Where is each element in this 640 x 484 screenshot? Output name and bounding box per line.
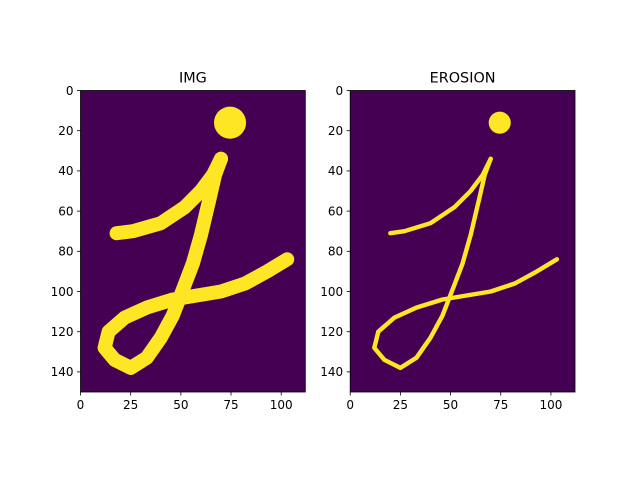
x-tick-label: 25 <box>123 398 138 412</box>
y-tick-label: 100 <box>51 285 74 299</box>
y-tick-label: 40 <box>58 164 73 178</box>
y-tick-label: 140 <box>51 365 74 379</box>
image-background <box>350 90 575 392</box>
y-tick-label: 120 <box>51 325 74 339</box>
x-tick-label: 0 <box>346 398 354 412</box>
x-tick-label: 0 <box>77 398 85 412</box>
y-tick-label: 80 <box>58 245 73 259</box>
panel-title: EROSION <box>430 71 496 87</box>
x-tick-label: 75 <box>223 398 238 412</box>
x-tick-label: 75 <box>493 398 508 412</box>
y-tick-label: 120 <box>320 325 343 339</box>
letter-stroke-stem <box>97 151 295 375</box>
panel-img: 0 25 50 75 100 0 20 40 60 80 100 120 140 IMG <box>51 71 306 412</box>
image-content <box>372 111 560 371</box>
panel-erosion: 0 25 50 75 100 0 20 40 60 80 100 120 140 EROSION <box>320 71 576 412</box>
y-tick-label: 100 <box>320 285 343 299</box>
x-tick-label: 100 <box>539 398 562 412</box>
axes-frame <box>349 90 576 393</box>
panel-title: IMG <box>179 71 207 87</box>
y-tick-label: 80 <box>328 245 343 259</box>
letter-stroke-stem <box>372 156 560 371</box>
x-tick-label: 25 <box>393 398 408 412</box>
x-tick-label: 50 <box>173 398 188 412</box>
x-tick-label: 100 <box>270 398 293 412</box>
y-tick-label: 60 <box>328 204 343 218</box>
y-tick-label: 60 <box>58 204 73 218</box>
axes-frame <box>80 90 306 393</box>
letter-dot <box>213 106 247 139</box>
y-tick-label: 0 <box>66 84 74 98</box>
y-tick-label: 0 <box>336 84 344 98</box>
y-tick-label: 40 <box>328 164 343 178</box>
y-tick-label: 20 <box>328 124 343 138</box>
x-tick-label: 50 <box>443 398 458 412</box>
y-tick-label: 20 <box>58 124 73 138</box>
letter-dot <box>488 111 511 134</box>
y-tick-label: 140 <box>320 365 343 379</box>
image-content <box>97 106 295 375</box>
